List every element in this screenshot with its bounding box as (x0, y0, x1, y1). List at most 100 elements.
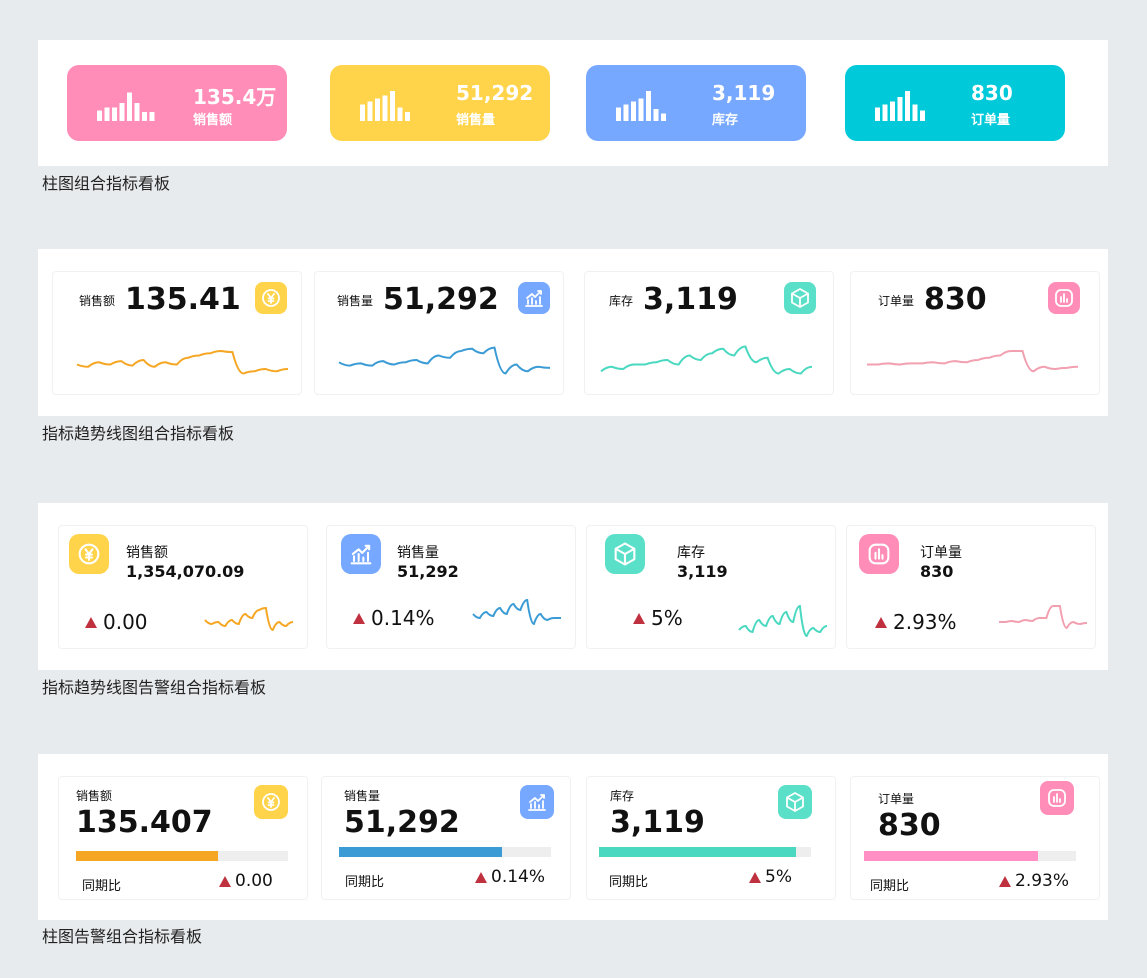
change-value: 0.14% (371, 606, 435, 630)
mini-bar (134, 103, 140, 121)
kpi-value: 1,354,070.09 (126, 562, 245, 581)
alert-card-inventory[interactable]: 库存 3,119 5% (586, 525, 836, 649)
kpi-value: 135.41 (125, 282, 241, 317)
mini-bar (382, 95, 388, 121)
change-indicator: 5% (749, 867, 792, 887)
change-indicator: 0.14% (475, 867, 545, 887)
bar-kpi-panel: 135.4万 销售额 51,292 销售量 3,119 库存 830 订单量 (38, 40, 1108, 166)
change-value: 2.93% (893, 610, 957, 634)
up-triangle-icon (633, 612, 645, 624)
sparkline-series (338, 346, 551, 375)
up-triangle-icon (219, 875, 231, 887)
change-value: 5% (651, 606, 683, 630)
up-triangle-icon (875, 616, 887, 628)
bar-chart-icon (859, 534, 899, 574)
alert-card-orders[interactable]: 订单量 830 2.93% (846, 525, 1096, 649)
progress-card-inventory[interactable]: 库存 3,119 同期比 5% (586, 776, 836, 900)
trend-card-inventory[interactable]: 库存 3,119 (584, 271, 834, 395)
progress-track (864, 851, 1076, 861)
change-indicator: 0.14% (353, 606, 435, 630)
trend-card-sales-volume[interactable]: 销售量 51,292 (314, 271, 564, 395)
alert-card-sales-amount[interactable]: 销售额 1,354,070.09 0.00 (58, 525, 308, 649)
up-triangle-icon (749, 871, 761, 883)
kpi-label: 销售额 (126, 545, 168, 561)
kpi-value: 830 (878, 808, 941, 843)
sparkline-chart (600, 345, 813, 375)
sparkline-chart (867, 350, 1079, 373)
kpi-value: 51,292 (344, 805, 460, 840)
mini-bar (623, 104, 629, 121)
mini-bar (912, 104, 918, 121)
mini-bar (661, 113, 666, 121)
kpi-value: 3,119 (610, 805, 705, 840)
kpi-label: 销售量 (337, 294, 374, 308)
sparkline-chart (204, 606, 294, 632)
sparkline-series (738, 604, 828, 638)
mini-bar (112, 107, 117, 121)
change-value: 0.00 (103, 610, 148, 634)
change-value: 5% (765, 867, 792, 887)
progress-fill (599, 847, 797, 857)
kpi-card-sales-amount[interactable]: 135.4万 销售额 (67, 65, 287, 141)
change-indicator: 2.93% (999, 871, 1069, 891)
sparkline-series (998, 605, 1088, 630)
trend-card-orders[interactable]: 订单量 830 (850, 271, 1100, 395)
progress-track (599, 847, 811, 857)
kpi-label: 订单量 (878, 294, 915, 308)
sparkline-series (204, 606, 294, 632)
mini-bar (875, 107, 880, 121)
sparkline-series (76, 349, 289, 375)
sparkline-chart (472, 598, 561, 626)
mini-bar (149, 112, 155, 121)
mini-bar (897, 97, 903, 121)
mini-bar-chart-icon (97, 92, 155, 121)
alert-card-sales-volume[interactable]: 销售量 51,292 0.14% (326, 525, 576, 649)
mini-bar (142, 112, 147, 121)
kpi-value: 51,292 (456, 81, 534, 105)
kpi-value: 3,119 (712, 81, 776, 105)
kpi-card-inventory[interactable]: 3,119 库存 (586, 65, 806, 141)
trend-chart-icon (518, 282, 550, 314)
progress-fill (76, 851, 219, 861)
mini-bar (905, 91, 910, 121)
kpi-card-sales-volume[interactable]: 51,292 销售量 (330, 65, 550, 141)
trend-alert-kpi-panel: 销售额 1,354,070.09 0.00 销售量 51,292 0.14% 库… (38, 503, 1108, 670)
mini-bar-chart-icon (616, 91, 666, 121)
progress-fill (339, 847, 503, 857)
trend-line-kpi-panel: 销售额 135.41 销售量 51,292 库存 3,119 订单量 830 (38, 249, 1108, 416)
mini-bar (616, 107, 621, 121)
progress-card-orders[interactable]: 订单量 830 同期比 2.93% (850, 776, 1100, 900)
sparkline-chart (738, 604, 828, 638)
kpi-card-orders[interactable]: 830 订单量 (845, 65, 1065, 141)
up-triangle-icon (475, 871, 487, 883)
kpi-label: 销售额 (76, 789, 113, 803)
section-caption: 指标趋势线图组合指标看板 (42, 424, 235, 443)
mini-bar (646, 91, 651, 121)
kpi-value: 51,292 (383, 282, 499, 317)
mini-bar-chart-icon (360, 91, 410, 121)
kpi-label: 库存 (609, 294, 634, 308)
section-caption: 指标趋势线图告警组合指标看板 (42, 678, 267, 697)
mini-bar (405, 112, 410, 121)
change-indicator: 0.00 (219, 871, 273, 891)
mini-bar (375, 98, 380, 121)
mini-bar (97, 110, 102, 121)
section-caption: 柱图告警组合指标看板 (42, 927, 203, 946)
bar-chart-icon (1040, 781, 1074, 815)
change-indicator: 0.00 (85, 610, 148, 634)
kpi-label: 订单量 (878, 792, 915, 806)
kpi-value: 135.4万 (193, 85, 277, 109)
kpi-label: 销售量 (397, 545, 439, 561)
mini-bar (397, 107, 403, 121)
yuan-icon (69, 534, 109, 574)
progress-track (339, 847, 551, 857)
kpi-label: 库存 (677, 545, 705, 561)
kpi-label: 销售量 (456, 113, 496, 128)
kpi-value: 830 (924, 282, 987, 317)
trend-card-sales-amount[interactable]: 销售额 135.41 (52, 271, 302, 395)
up-triangle-icon (353, 612, 365, 624)
kpi-value: 830 (971, 81, 1013, 105)
bar-chart-icon (1048, 282, 1080, 314)
progress-card-sales-volume[interactable]: 销售量 51,292 同期比 0.14% (321, 776, 571, 900)
progress-card-sales-amount[interactable]: 销售额 135.407 同期比 0.00 (58, 776, 308, 900)
